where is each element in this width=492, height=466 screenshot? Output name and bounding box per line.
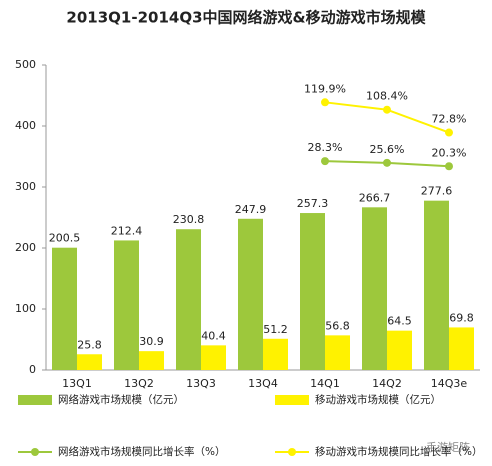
line-marker	[383, 158, 391, 167]
x-tick-label: 14Q2	[372, 377, 402, 390]
bar	[77, 354, 102, 370]
bar	[325, 335, 350, 370]
bar-value-label: 257.3	[297, 197, 329, 210]
bar	[300, 213, 325, 370]
bar-value-label: 64.5	[387, 315, 412, 328]
bar-value-label: 266.7	[359, 191, 391, 204]
y-tick-label: 500	[15, 58, 36, 71]
x-tick-label: 13Q4	[248, 377, 278, 390]
bar	[362, 207, 387, 370]
legend-label: 移动游戏市场规模同比增长率（%）	[315, 445, 482, 458]
bar-value-label: 56.8	[325, 319, 350, 332]
bar	[238, 218, 263, 370]
x-tick-label: 13Q1	[62, 377, 92, 390]
legend-marker	[288, 448, 296, 456]
line-value-label: 119.9%	[304, 82, 346, 95]
legend-label: 移动游戏市场规模（亿元）	[315, 393, 441, 406]
bar-value-label: 277.6	[421, 185, 453, 198]
bar	[52, 247, 77, 370]
watermark: 手游矩阵	[426, 440, 470, 454]
bar	[114, 240, 139, 370]
x-tick-label: 14Q3e	[431, 377, 468, 390]
x-tick-label: 13Q3	[186, 377, 216, 390]
line-marker	[321, 157, 329, 166]
bar-value-label: 25.8	[77, 338, 102, 351]
chart-title: 2013Q1-2014Q3中国网络游戏&移动游戏市场规模	[66, 9, 426, 27]
bar	[139, 351, 164, 370]
legend-marker	[31, 448, 39, 456]
line-marker	[445, 162, 453, 171]
x-tick-label: 13Q2	[124, 377, 154, 390]
legend-label: 网络游戏市场规模（亿元）	[58, 393, 184, 406]
bar-value-label: 247.9	[235, 203, 267, 216]
bar-value-label: 51.2	[263, 323, 288, 336]
legend-label: 网络游戏市场规模同比增长率（%）	[58, 445, 225, 458]
bar-value-label: 212.4	[111, 224, 143, 237]
bar-value-label: 40.4	[201, 329, 226, 342]
legend-swatch	[275, 395, 309, 405]
line-value-label: 20.3%	[432, 146, 467, 159]
legend-swatch	[18, 395, 52, 405]
bar	[263, 338, 288, 370]
line-value-label: 28.3%	[308, 141, 343, 154]
y-tick-label: 0	[29, 363, 36, 376]
x-tick-label: 14Q1	[310, 377, 340, 390]
line-value-label: 25.6%	[370, 143, 405, 156]
line-marker	[445, 128, 453, 137]
bar	[176, 229, 201, 370]
line-marker	[321, 98, 329, 107]
y-tick-label: 200	[15, 241, 36, 254]
bar	[201, 345, 226, 370]
y-tick-label: 300	[15, 180, 36, 193]
bar	[449, 327, 474, 370]
bar-value-label: 30.9	[139, 335, 164, 348]
bar-value-label: 69.8	[449, 311, 474, 324]
line-value-label: 72.8%	[432, 113, 467, 126]
bar	[387, 330, 412, 370]
line-value-label: 108.4%	[366, 90, 408, 103]
bar	[424, 200, 449, 370]
bar-value-label: 230.8	[173, 213, 205, 226]
y-tick-label: 100	[15, 302, 36, 315]
y-tick-label: 400	[15, 119, 36, 132]
line-marker	[383, 105, 391, 114]
bar-value-label: 200.5	[49, 232, 81, 245]
